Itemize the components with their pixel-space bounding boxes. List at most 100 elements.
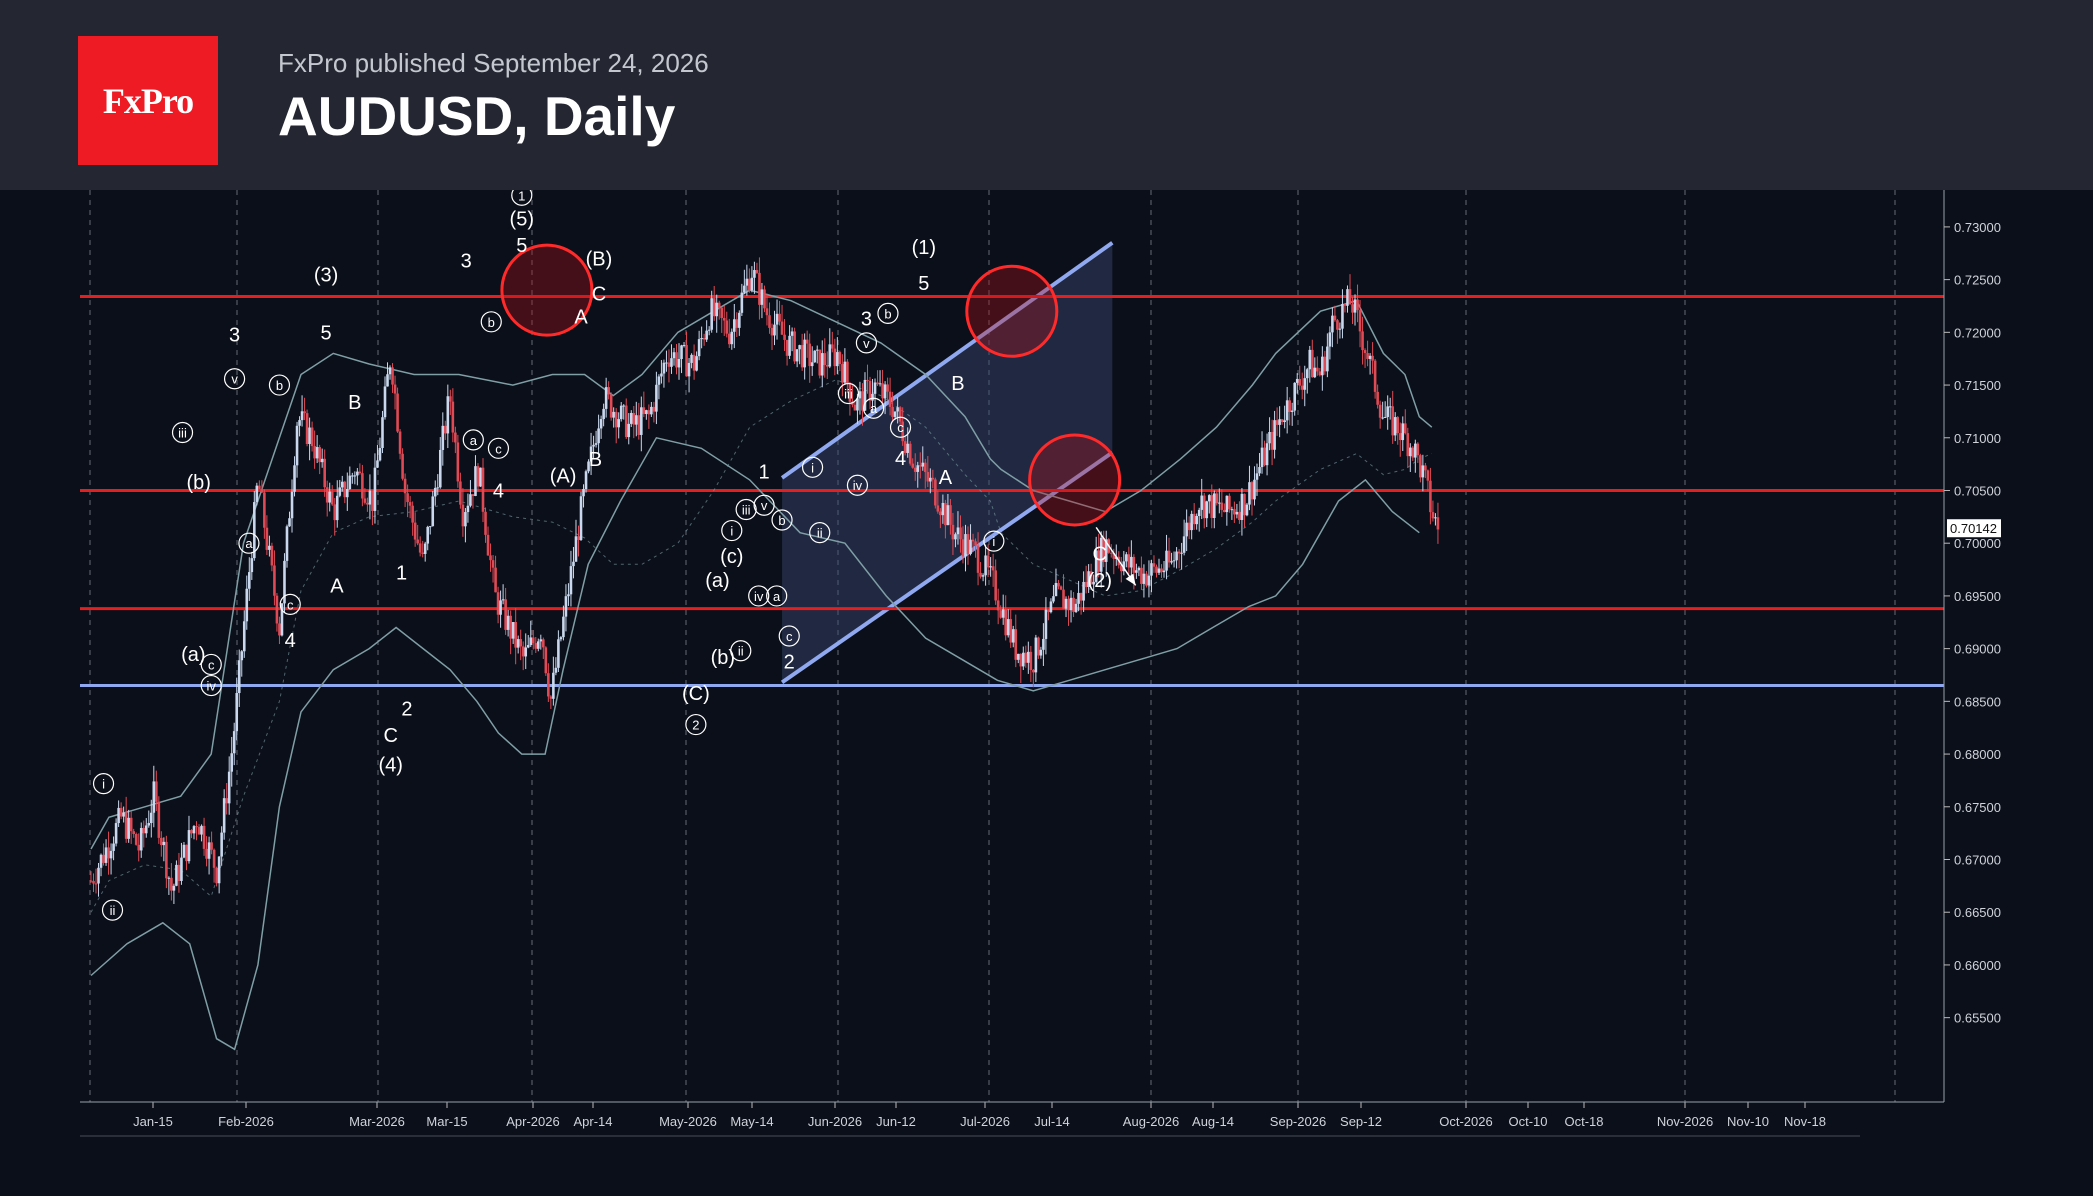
candle-body (660, 373, 663, 377)
candle-body (469, 494, 472, 506)
wave-label: C (1093, 544, 1107, 566)
candle-body (1396, 417, 1400, 434)
candle-body (778, 313, 781, 322)
candle-body (157, 801, 161, 838)
candle-body (1099, 537, 1103, 572)
candle-body (92, 880, 95, 884)
candle-body (813, 350, 817, 363)
wave-label-ring (200, 674, 222, 697)
candle-body (672, 352, 676, 359)
candle-body (1245, 504, 1249, 516)
candle-body (725, 320, 729, 334)
candle-body (1388, 406, 1392, 408)
candle-body (1278, 419, 1281, 425)
x-tick-label: May-2026 (659, 1114, 717, 1129)
candle-body (1406, 433, 1410, 457)
candle-body (516, 639, 520, 648)
candle-body (466, 505, 470, 513)
candle-body (1152, 563, 1156, 567)
candle-body (768, 315, 771, 328)
wave-label: iv (207, 679, 217, 694)
candle-body (1165, 550, 1168, 571)
candle-body (499, 600, 502, 615)
candle-body (758, 272, 761, 305)
candle-body (1293, 382, 1297, 411)
candle-body (1130, 556, 1133, 568)
candle-body (1016, 653, 1020, 660)
candle-body (682, 345, 686, 347)
candle-body (330, 491, 334, 505)
wave-label-ring (511, 190, 533, 206)
candle-body (456, 442, 460, 482)
candle-body (464, 512, 467, 527)
candle-body (109, 850, 113, 859)
candle-body (1014, 629, 1018, 660)
candle-body (1273, 420, 1276, 450)
candle-body (825, 365, 829, 367)
x-tick-label: Jul-2026 (960, 1114, 1010, 1129)
wave-label: a (773, 589, 781, 604)
candle-body (361, 473, 364, 499)
highlight-circle-1 (965, 264, 1059, 358)
candle-body (524, 647, 528, 657)
y-tick-label: 0.68000 (1954, 747, 2001, 762)
candle-body (506, 615, 510, 630)
candle-body (280, 603, 284, 636)
candle-body (180, 857, 183, 881)
wave-label: B (589, 449, 602, 471)
candle-body (846, 361, 849, 383)
candle-body (529, 637, 533, 646)
candle-body (617, 419, 621, 428)
candle-body (1059, 586, 1063, 590)
wave-label-ring (846, 474, 869, 496)
bollinger-bands (90, 289, 1433, 1051)
candle-body (564, 596, 568, 617)
candle-body (205, 848, 208, 859)
wave-label-ring (238, 532, 260, 554)
candle-body (991, 566, 995, 571)
candle-body (780, 321, 784, 335)
arrow-shaft (1095, 526, 1137, 586)
candle-body (142, 827, 146, 834)
candle-body (1331, 315, 1334, 333)
candle-body (730, 331, 734, 345)
header-bar: FxPro FxPro published September 24, 2026… (0, 0, 2093, 190)
candle-body (619, 405, 623, 420)
candle-body (386, 374, 389, 387)
candle-body (124, 812, 128, 839)
candle-body (1180, 552, 1183, 554)
wave-label: 3 (229, 324, 240, 346)
candle-body (979, 572, 982, 577)
wave-label-ring (462, 429, 484, 451)
candle-body (413, 522, 417, 540)
candle-body (278, 623, 281, 636)
candle-body (215, 867, 218, 884)
wave-label-ring (268, 374, 291, 396)
candle-body (891, 406, 894, 417)
candle-body (220, 832, 223, 857)
candle-body (1102, 537, 1106, 562)
candle-body (1104, 539, 1108, 562)
candle-body (838, 352, 842, 365)
candle-body (989, 566, 992, 568)
candle-body (785, 339, 789, 356)
wave-label: (5) (510, 208, 534, 230)
y-tick-label: 0.70000 (1954, 536, 2001, 551)
candle-body (320, 458, 324, 463)
candle-body (1069, 597, 1073, 611)
candle-body (423, 543, 427, 554)
wave-label: v (231, 372, 238, 387)
wave-label: c (786, 629, 793, 644)
candle-body (152, 781, 156, 813)
candle-body (876, 382, 879, 385)
wave-label: A (330, 575, 344, 597)
candle-body (677, 359, 681, 368)
x-tick-label: Mar-2026 (349, 1114, 405, 1129)
candle-body (1074, 603, 1078, 612)
candle-body (471, 494, 475, 496)
wave-label: (A) (550, 466, 577, 488)
candle-body (841, 364, 844, 383)
candle-body (1381, 417, 1384, 419)
wave-label: (4) (379, 755, 403, 777)
x-tick-label: Oct-10 (1508, 1114, 1547, 1129)
